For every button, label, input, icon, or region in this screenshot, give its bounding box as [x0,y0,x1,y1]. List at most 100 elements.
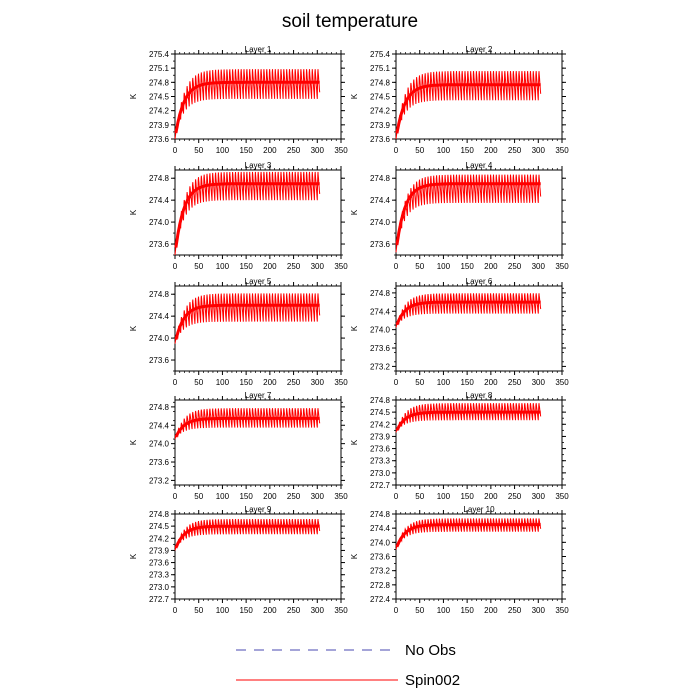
plot-frame [174,399,342,486]
x-tick-label: 150 [239,606,253,615]
x-tick-label: 250 [287,378,301,387]
x-tick-label: 350 [334,606,348,615]
x-tick-label: 50 [415,146,424,155]
x-tick-label: 300 [311,378,325,387]
x-tick-label: 250 [287,606,301,615]
x-tick-label: 300 [532,606,546,615]
x-tick-label: 0 [394,492,399,501]
x-tick-label: 350 [555,378,569,387]
x-tick-label: 50 [415,378,424,387]
y-tick-label: 273.9 [370,121,391,130]
x-tick-label: 300 [532,492,546,501]
series-mean-band [174,303,320,340]
x-tick-label: 250 [508,606,522,615]
y-tick-label: 272.4 [370,595,391,604]
y-tick-label: 274.5 [370,408,391,417]
y-tick-label: 273.6 [370,240,391,249]
y-tick-label: 274.2 [370,420,391,429]
x-tick-label: 50 [415,606,424,615]
series-line-spin002 [395,293,542,328]
panel-title: Layer 3 [245,161,272,170]
panel-title: Layer 10 [463,505,495,514]
x-tick-label: 100 [216,492,230,501]
y-tick-label: 273.2 [149,476,170,485]
x-tick-label: 200 [484,146,498,155]
y-tick-label: 274.8 [149,78,170,87]
panel-layer-9: Layer 9 K 272.7 273.0 273.3 273.6 273.9 274.2 27… [129,505,348,615]
x-tick-label: 300 [532,146,546,155]
x-tick-label: 50 [194,492,203,501]
series-line-spin002 [395,518,542,550]
x-tick-label: 200 [263,606,277,615]
y-tick-label: 274.8 [370,396,391,405]
x-tick-label: 200 [484,606,498,615]
plot-frame [174,169,342,256]
x-tick-label: 0 [173,146,178,155]
y-tick-label: 274.4 [149,312,170,321]
series-line-spin002 [174,519,321,551]
x-tick-label: 0 [173,262,178,271]
series-line-spin002 [395,403,542,433]
panel-title: Layer 1 [245,45,272,54]
y-tick-label: 274.0 [370,218,391,227]
y-tick-label: 272.7 [370,481,391,490]
x-tick-label: 350 [555,262,569,271]
x-tick-label: 0 [394,262,399,271]
y-axis-label: K [350,439,359,445]
figure-title: soil temperature [282,11,418,32]
y-tick-label: 275.4 [149,50,170,59]
y-tick-label: 273.6 [370,553,391,562]
x-tick-label: 250 [508,492,522,501]
x-tick-label: 150 [460,606,474,615]
x-tick-label: 0 [173,606,178,615]
x-tick-label: 0 [173,378,178,387]
series-line-spin002 [174,408,321,440]
x-tick-label: 50 [194,606,203,615]
x-tick-label: 100 [437,262,451,271]
x-tick-label: 350 [334,378,348,387]
x-tick-label: 0 [394,378,399,387]
y-axis-label: K [350,553,359,559]
y-tick-label: 274.8 [370,174,391,183]
x-tick-label: 100 [437,606,451,615]
y-tick-label: 272.8 [370,581,391,590]
x-tick-label: 250 [508,262,522,271]
y-tick-label: 273.6 [370,445,391,454]
legend: No Obs Spin002 [236,642,460,689]
panel-title: Layer 7 [245,391,272,400]
panel-title: Layer 4 [466,161,493,170]
panel-layer-10: Layer 10 K 272.4 272.8 273.2 273.6 274.0 274.4 2… [350,505,569,615]
y-tick-label: 273.6 [149,356,170,365]
x-tick-label: 100 [216,262,230,271]
y-tick-label: 274.5 [149,93,170,102]
y-axis-label: K [129,553,138,559]
x-tick-label: 100 [437,378,451,387]
panel-layer-3: Layer 3 K 273.6 274.0 274.4 274.8 0 50 100 150 200… [129,161,348,271]
x-tick-label: 100 [216,606,230,615]
y-tick-label: 274.5 [149,522,170,531]
y-tick-label: 273.9 [370,432,391,441]
y-tick-label: 274.8 [370,510,391,519]
series-mean-band [395,182,541,246]
y-axis-label: K [129,93,138,99]
series-mean-band [395,523,541,548]
y-tick-label: 274.8 [149,290,170,299]
y-tick-label: 274.5 [370,93,391,102]
y-tick-label: 274.2 [149,107,170,116]
plot-frame [395,285,563,372]
legend-label-spin002: Spin002 [405,672,460,689]
y-tick-label: 275.4 [370,50,391,59]
x-tick-label: 50 [194,262,203,271]
x-tick-label: 300 [311,492,325,501]
legend-label-no-obs: No Obs [405,642,456,659]
series-mean-band [174,182,320,248]
series-line-spin002 [174,69,321,140]
x-tick-label: 100 [216,146,230,155]
x-tick-label: 150 [460,262,474,271]
y-tick-label: 274.2 [370,107,391,116]
x-tick-label: 200 [263,492,277,501]
y-tick-label: 273.0 [149,583,170,592]
x-tick-label: 300 [311,262,325,271]
y-tick-label: 274.0 [370,538,391,547]
